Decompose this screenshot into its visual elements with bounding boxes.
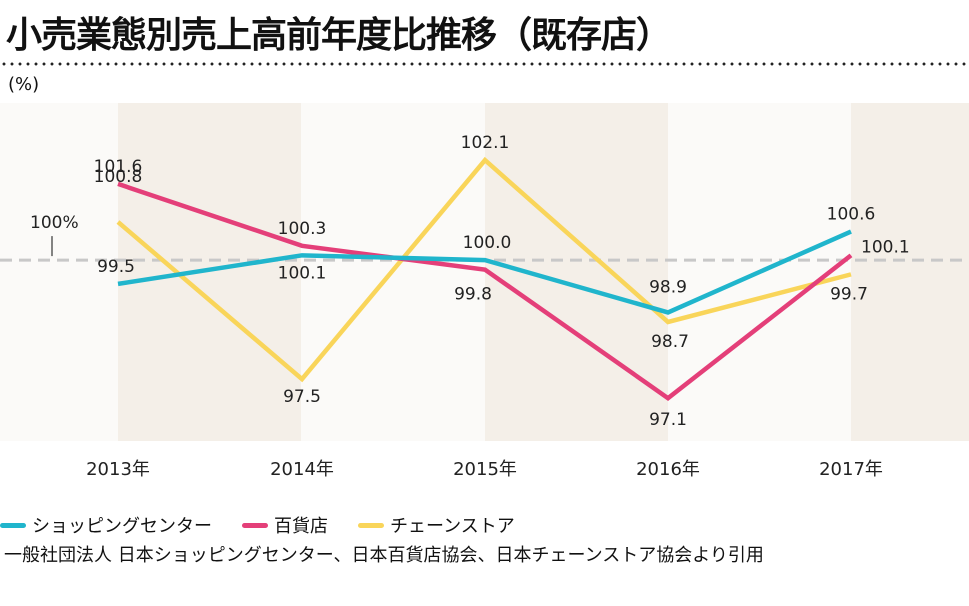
plot-band-1 [485,103,668,441]
legend-label-department-store: 百貨店 [274,516,328,537]
reference-label: 100% [30,213,79,233]
legend-swatch-department-store [242,522,268,528]
data-label-s2-0: 100.8 [94,167,143,187]
data-label-s2-3: 98.7 [651,332,689,352]
x-tick-label-3: 2016年 [636,459,700,480]
plot-band-2 [851,103,969,441]
data-label-s0-0: 99.5 [97,257,135,277]
data-label-s1-0: 101.6 [94,157,143,177]
plot-band-0 [118,103,301,441]
chart-title: 小売業態別売上高前年度比推移（既存店） [6,15,672,56]
legend: ショッピングセンター 百貨店 チェーンストア [0,512,545,538]
data-label-s0-1: 100.1 [278,263,327,283]
y-unit-label: (%) [8,74,40,95]
legend-item-chain-store: チェーンストア [358,512,515,538]
legend-label-shopping-center: ショッピングセンター [32,516,212,537]
legend-item-department-store: 百貨店 [242,512,328,538]
data-label-s2-4: 99.7 [830,284,868,304]
data-label-s0-4: 100.6 [827,205,876,225]
x-tick-label-0: 2013年 [86,459,150,480]
data-label-s1-4: 100.1 [861,237,910,257]
data-label-s1-1: 100.3 [278,219,327,239]
data-label-s1-3: 97.1 [649,410,687,430]
x-tick-label-2: 2015年 [453,459,517,480]
x-tick-label-1: 2014年 [270,459,334,480]
dotted-divider [0,62,969,66]
data-label-s0-2: 100.0 [463,233,512,253]
x-tick-label-4: 2017年 [819,459,883,480]
data-label-s2-1: 97.5 [283,387,321,407]
data-label-s1-2: 99.8 [454,285,492,305]
legend-swatch-shopping-center [0,522,26,528]
legend-label-chain-store: チェーンストア [390,516,515,537]
legend-item-shopping-center: ショッピングセンター [0,512,212,538]
legend-swatch-chain-store [358,522,384,528]
data-label-s0-3: 98.9 [649,277,687,297]
source-note: 一般社団法人 日本ショッピングセンター、日本百貨店協会、日本チェーンストア協会よ… [4,545,764,566]
data-label-s2-2: 102.1 [461,133,510,153]
